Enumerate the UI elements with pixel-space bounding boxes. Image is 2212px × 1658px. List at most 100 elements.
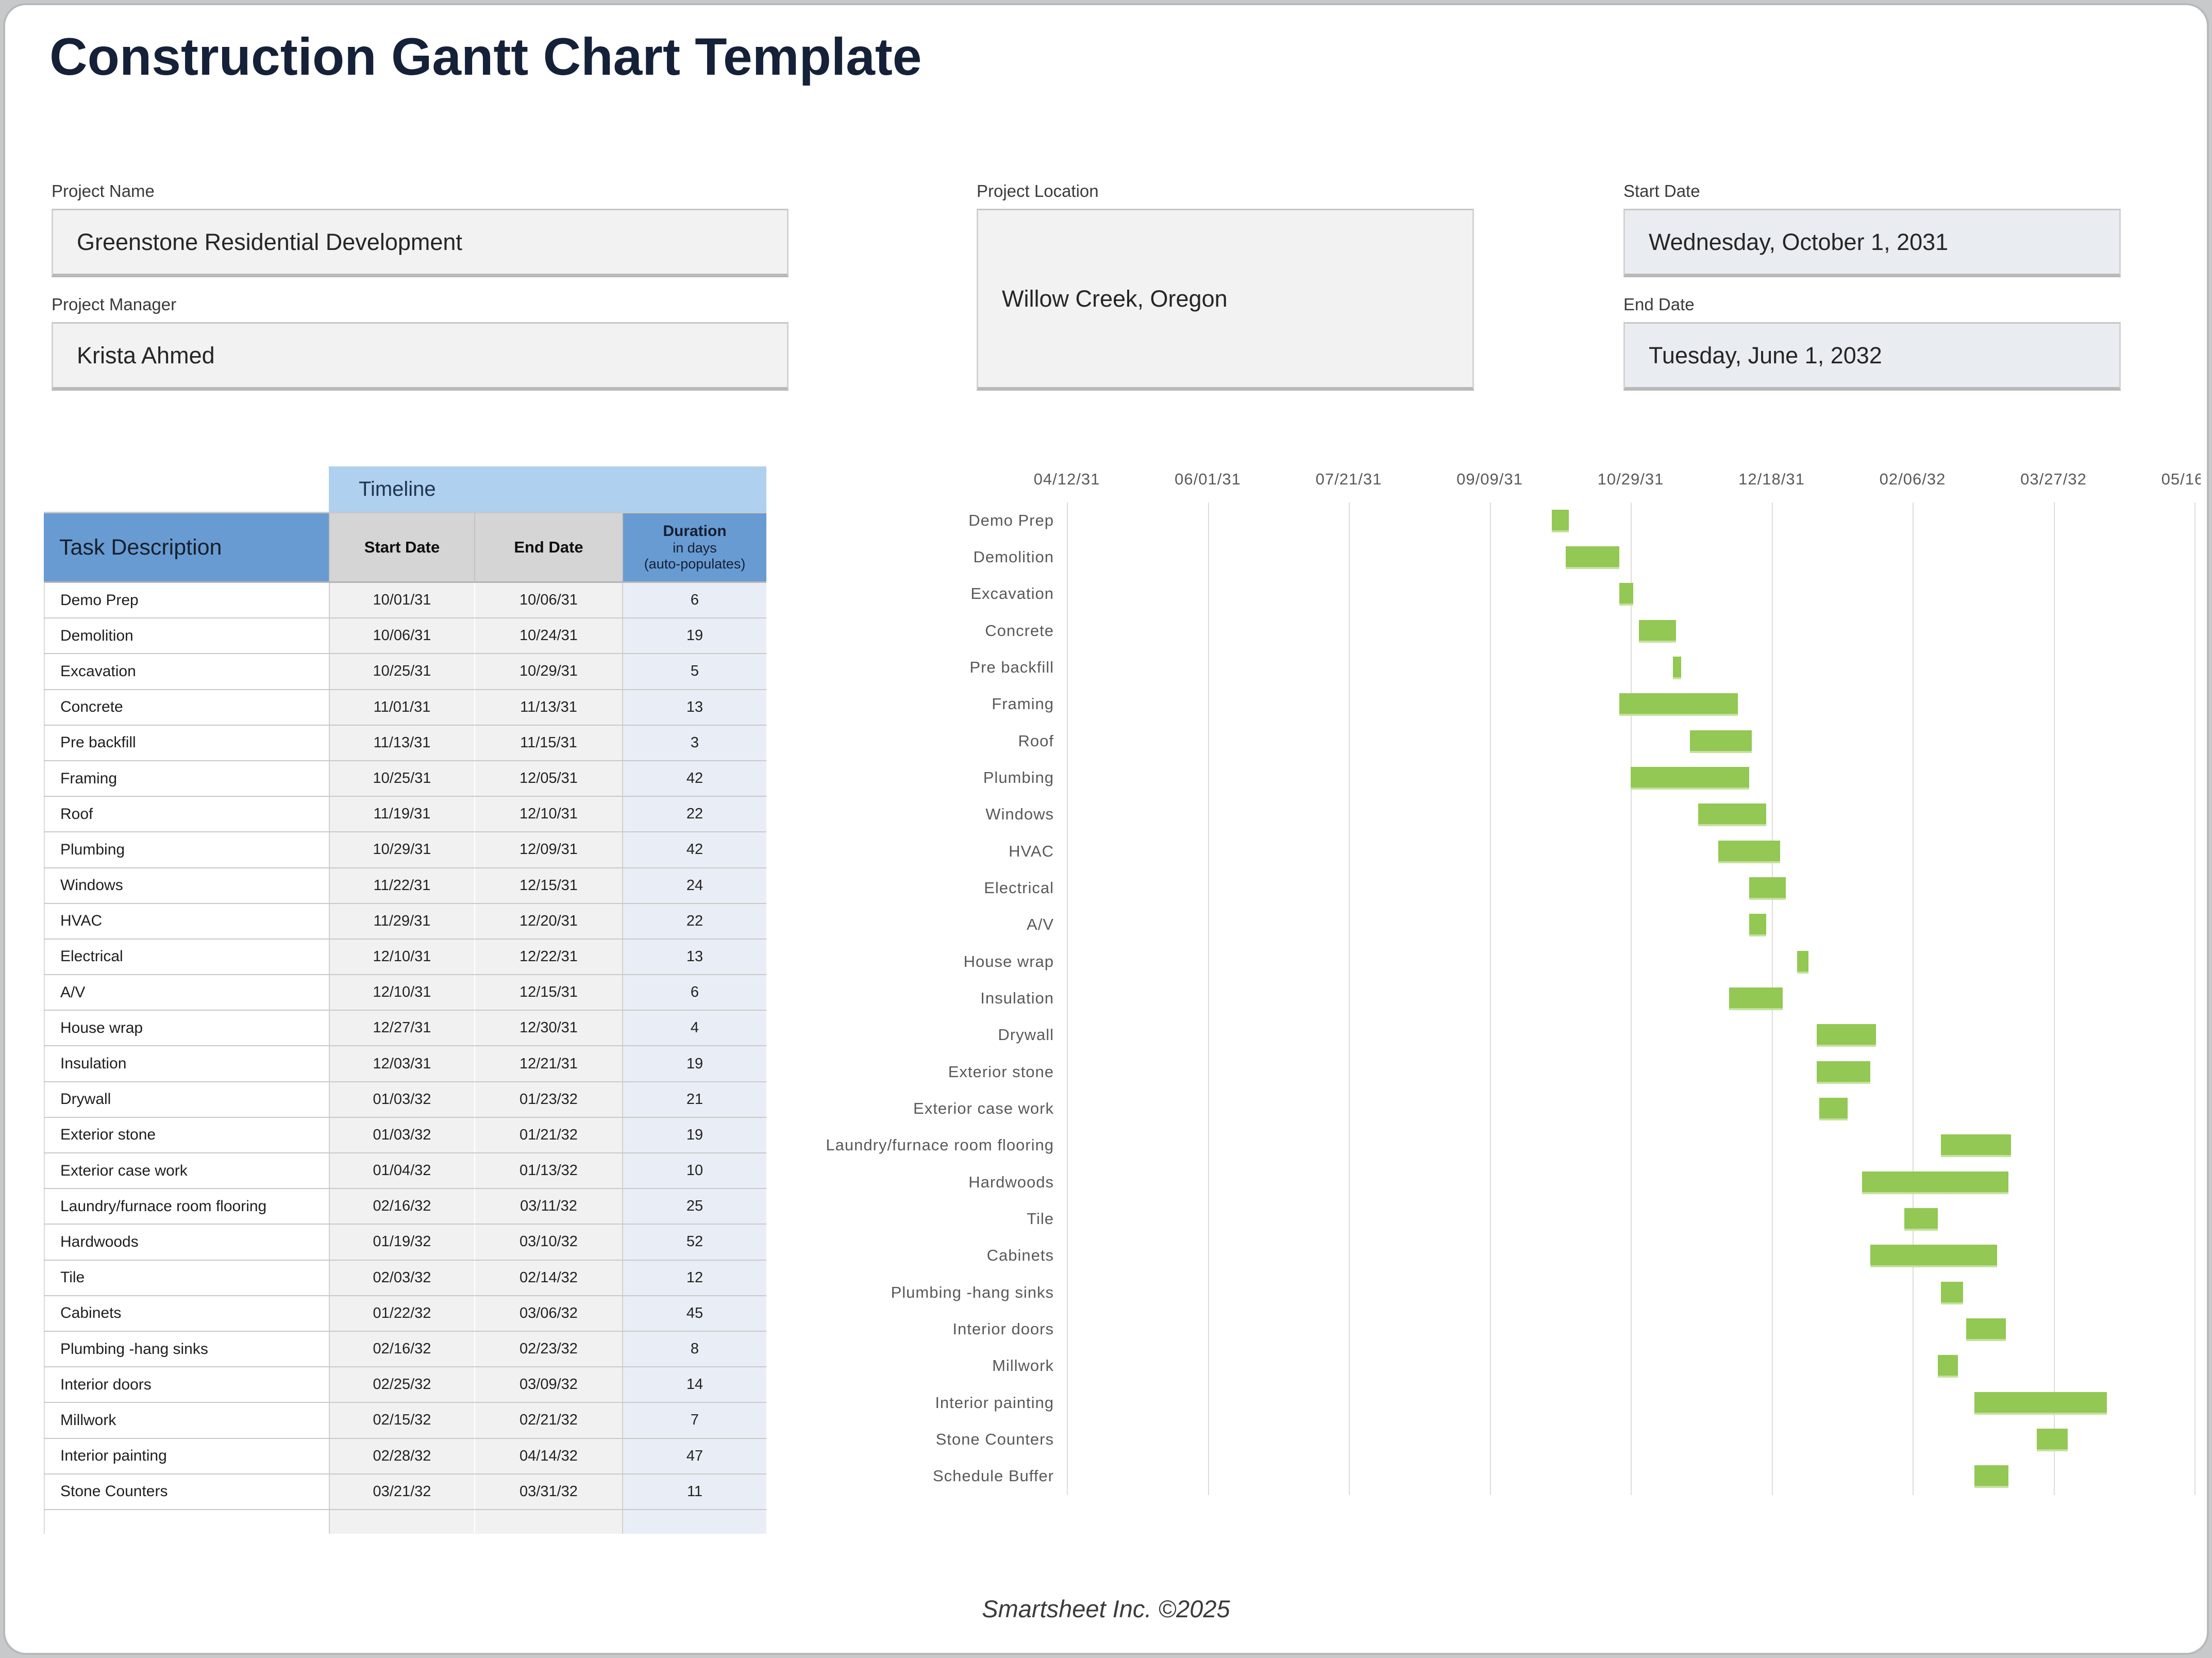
end-date-cell[interactable]: 12/09/31 [474,832,622,867]
start-date-cell[interactable]: 11/19/31 [329,797,474,832]
start-date-cell[interactable]: 10/29/31 [329,832,474,867]
start-date-cell[interactable]: 11/01/31 [329,690,474,725]
start-date-cell[interactable]: 01/04/32 [329,1153,474,1188]
start-date-cell[interactable]: 02/28/32 [329,1438,474,1473]
task-cell[interactable]: HVAC [44,903,329,939]
end-date-cell[interactable]: 03/31/32 [474,1474,622,1509]
start-date-cell[interactable]: 02/16/32 [329,1189,474,1224]
start-date-cell[interactable]: 10/25/31 [329,654,474,689]
task-cell[interactable]: Plumbing [44,832,329,867]
task-cell[interactable]: Tile [44,1260,329,1295]
duration-cell[interactable]: 25 [622,1189,766,1224]
duration-cell[interactable]: 52 [622,1225,766,1260]
task-cell[interactable]: Concrete [44,690,329,725]
end-date-cell[interactable]: 10/06/31 [474,583,622,618]
task-cell[interactable]: A/V [44,975,329,1010]
end-date-cell[interactable]: 01/21/32 [474,1117,622,1152]
duration-cell[interactable]: 19 [622,618,766,654]
task-cell[interactable]: Cabinets [44,1296,329,1331]
duration-cell[interactable]: 45 [622,1296,766,1331]
start-date-cell[interactable]: 01/03/32 [329,1082,474,1117]
duration-cell[interactable]: 21 [622,1082,766,1117]
end-date-cell[interactable]: 04/14/32 [474,1438,622,1473]
start-date-cell[interactable]: 10/06/31 [329,618,474,654]
start-date-cell[interactable]: 11/29/31 [329,903,474,939]
task-cell[interactable]: Interior doors [44,1367,329,1402]
task-cell[interactable]: Insulation [44,1046,329,1081]
end-date-cell[interactable]: 12/15/31 [474,975,622,1010]
task-cell[interactable]: Pre backfill [44,725,329,760]
end-date-cell[interactable]: 12/22/31 [474,939,622,975]
end-date-cell[interactable]: 11/15/31 [474,725,622,760]
start-date-cell[interactable]: 02/25/32 [329,1367,474,1402]
start-date-cell[interactable]: 01/22/32 [329,1296,474,1331]
duration-cell[interactable]: 11 [622,1474,766,1509]
end-date-cell[interactable]: 02/14/32 [474,1260,622,1295]
end-date-cell[interactable]: 12/30/31 [474,1011,622,1046]
end-date-cell[interactable]: 11/13/31 [474,690,622,725]
start-date-cell[interactable]: 12/10/31 [329,975,474,1010]
end-date-cell[interactable]: 03/10/32 [474,1225,622,1260]
start-date-cell[interactable]: 12/27/31 [329,1011,474,1046]
start-date-cell[interactable]: 01/19/32 [329,1225,474,1260]
start-date-cell[interactable]: 02/16/32 [329,1331,474,1367]
end-date-cell[interactable]: 10/24/31 [474,618,622,654]
task-cell[interactable]: Plumbing -hang sinks [44,1331,329,1367]
duration-cell[interactable]: 10 [622,1153,766,1188]
duration-cell[interactable]: 7 [622,1403,766,1438]
task-cell[interactable]: Laundry/furnace room flooring [44,1189,329,1224]
duration-cell[interactable]: 19 [622,1117,766,1152]
duration-cell[interactable]: 13 [622,690,766,725]
task-cell[interactable]: Windows [44,868,329,903]
start-date-cell[interactable]: 02/15/32 [329,1403,474,1438]
end-date-field[interactable]: Tuesday, June 1, 2032 [1623,322,2121,391]
start-date-cell[interactable]: 10/25/31 [329,761,474,796]
duration-cell[interactable]: 13 [622,939,766,975]
start-date-cell[interactable]: 02/03/32 [329,1260,474,1295]
start-date-cell[interactable]: 12/03/31 [329,1046,474,1081]
end-date-cell[interactable]: 12/05/31 [474,761,622,796]
duration-cell[interactable]: 5 [622,654,766,689]
task-cell[interactable]: Drywall [44,1082,329,1117]
project-manager-field[interactable]: Krista Ahmed [52,322,789,391]
duration-cell[interactable]: 3 [622,725,766,760]
duration-cell[interactable]: 4 [622,1011,766,1046]
end-date-cell[interactable]: 01/13/32 [474,1153,622,1188]
duration-cell[interactable]: 19 [622,1046,766,1081]
task-cell[interactable]: Interior painting [44,1438,329,1473]
start-date-cell[interactable]: 01/03/32 [329,1117,474,1152]
duration-cell[interactable]: 47 [622,1438,766,1473]
task-cell[interactable]: House wrap [44,1011,329,1046]
end-date-cell[interactable]: 03/06/32 [474,1296,622,1331]
end-date-cell[interactable]: 03/09/32 [474,1367,622,1402]
start-date-cell[interactable]: 10/01/31 [329,583,474,618]
end-date-cell[interactable]: 12/15/31 [474,868,622,903]
start-date-field[interactable]: Wednesday, October 1, 2031 [1623,209,2121,277]
duration-cell[interactable]: 12 [622,1260,766,1295]
duration-cell[interactable]: 8 [622,1331,766,1367]
duration-cell[interactable]: 22 [622,903,766,939]
end-date-cell[interactable]: 03/11/32 [474,1189,622,1224]
start-date-cell[interactable]: 11/22/31 [329,868,474,903]
end-date-cell[interactable]: 10/29/31 [474,654,622,689]
task-cell[interactable]: Framing [44,761,329,796]
end-date-cell[interactable]: 01/23/32 [474,1082,622,1117]
end-date-cell[interactable]: 02/23/32 [474,1331,622,1367]
task-cell[interactable]: Stone Counters [44,1474,329,1509]
task-cell[interactable]: Demolition [44,618,329,654]
duration-cell[interactable]: 22 [622,797,766,832]
task-cell[interactable]: Exterior case work [44,1153,329,1188]
duration-cell[interactable]: 6 [622,583,766,618]
duration-cell[interactable]: 14 [622,1367,766,1402]
task-cell[interactable]: Excavation [44,654,329,689]
project-name-field[interactable]: Greenstone Residential Development [52,209,789,277]
task-cell[interactable]: Demo Prep [44,583,329,618]
task-cell[interactable]: Exterior stone [44,1117,329,1152]
task-cell[interactable]: Hardwoods [44,1225,329,1260]
start-date-cell[interactable]: 11/13/31 [329,725,474,760]
start-date-cell[interactable]: 12/10/31 [329,939,474,975]
project-location-field[interactable]: Willow Creek, Oregon [977,209,1474,391]
start-date-cell[interactable]: 03/21/32 [329,1474,474,1509]
end-date-cell[interactable]: 12/21/31 [474,1046,622,1081]
task-cell[interactable]: Millwork [44,1403,329,1438]
